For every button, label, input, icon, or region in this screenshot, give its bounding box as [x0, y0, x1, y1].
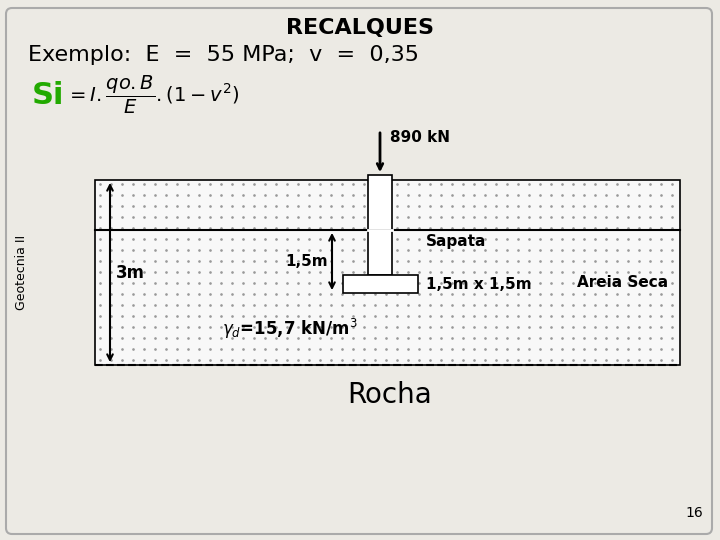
Text: $\gamma_d$=15,7 kN/m$^3$: $\gamma_d$=15,7 kN/m$^3$ [222, 317, 358, 341]
Text: 890 kN: 890 kN [390, 130, 450, 145]
Bar [368, 230, 392, 275]
Bar [95, 180, 680, 365]
Text: Rocha: Rocha [348, 381, 433, 409]
Text: 3m: 3m [116, 264, 145, 281]
Text: 16: 16 [685, 506, 703, 520]
Text: $= I.\dfrac{qo.B}{E}.(1-v^2)$: $= I.\dfrac{qo.B}{E}.(1-v^2)$ [66, 74, 239, 116]
Bar [368, 175, 392, 230]
Text: Si: Si [32, 80, 65, 110]
Text: Exemplo:  E  =  55 MPa;  v  =  0,35: Exemplo: E = 55 MPa; v = 0,35 [28, 45, 419, 65]
FancyBboxPatch shape [6, 8, 712, 534]
Text: Areia Seca: Areia Seca [577, 275, 668, 290]
Text: 1,5m x 1,5m: 1,5m x 1,5m [426, 277, 531, 292]
Bar [343, 275, 418, 293]
Text: Geotecnia II: Geotecnia II [16, 235, 29, 310]
Text: Sapata: Sapata [426, 234, 486, 249]
Text: 1,5m: 1,5m [285, 254, 328, 269]
Text: RECALQUES: RECALQUES [286, 18, 434, 38]
